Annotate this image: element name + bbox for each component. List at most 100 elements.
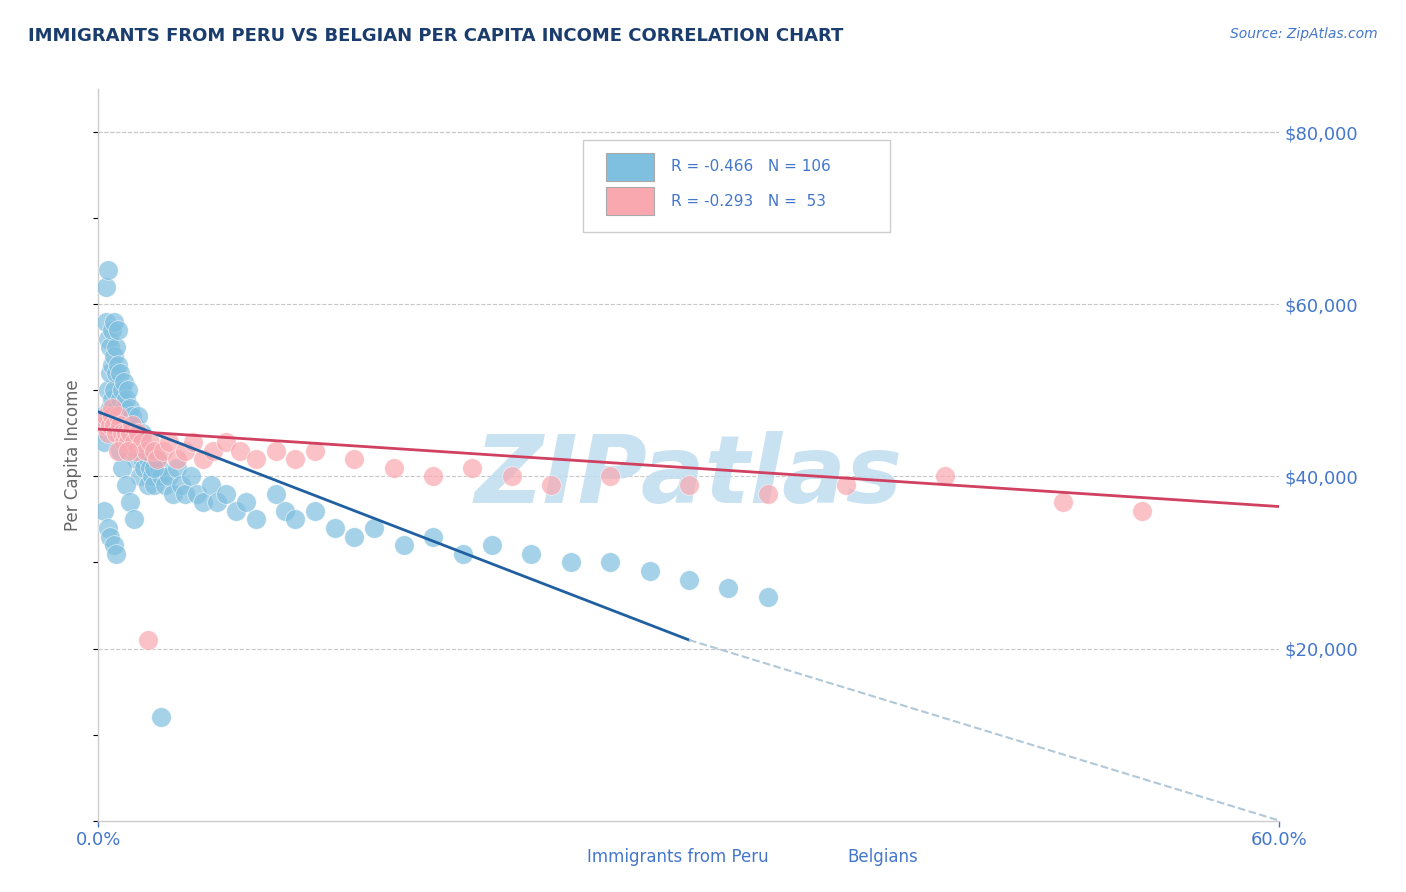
Point [111, 384, 134, 398]
Point [107, 409, 129, 424]
Point [122, 417, 145, 432]
Text: Belgians: Belgians [848, 848, 918, 866]
Point [363, 521, 385, 535]
Point [136, 632, 159, 647]
Point [560, 556, 582, 570]
Point [382, 460, 405, 475]
Point [155, 478, 177, 492]
Point [108, 443, 131, 458]
Point [97, 521, 120, 535]
Point [117, 443, 139, 458]
Point [215, 435, 238, 450]
Text: R = -0.466   N = 106: R = -0.466 N = 106 [671, 160, 831, 174]
Point [103, 417, 125, 432]
Point [146, 452, 169, 467]
Point [107, 323, 129, 337]
Point [96, 409, 118, 424]
Point [121, 443, 143, 458]
Point [200, 478, 222, 492]
Point [157, 435, 180, 450]
Point [98, 366, 121, 380]
Point [107, 417, 129, 432]
Point [103, 384, 125, 398]
Point [678, 573, 700, 587]
Point [105, 547, 128, 561]
Point [174, 486, 197, 500]
Point [118, 495, 141, 509]
Point [108, 366, 131, 380]
Point [481, 538, 503, 552]
Point [141, 469, 163, 483]
Point [131, 452, 153, 467]
Point [461, 460, 484, 475]
Point [108, 426, 131, 441]
Point [135, 443, 157, 458]
Point [111, 460, 134, 475]
Point [111, 417, 134, 432]
Point [191, 495, 214, 509]
Point [96, 314, 118, 328]
Point [638, 564, 661, 578]
Point [215, 486, 238, 500]
Point [112, 401, 135, 415]
Point [756, 590, 779, 604]
Point [274, 504, 297, 518]
Text: IMMIGRANTS FROM PERU VS BELGIAN PER CAPITA INCOME CORRELATION CHART: IMMIGRANTS FROM PERU VS BELGIAN PER CAPI… [28, 27, 844, 45]
Point [229, 443, 252, 458]
Point [122, 443, 145, 458]
Point [101, 358, 124, 372]
Point [520, 547, 543, 561]
Point [101, 401, 124, 415]
Point [127, 435, 149, 450]
Point [118, 426, 141, 441]
Point [343, 530, 366, 544]
Point [115, 478, 138, 492]
Point [235, 495, 257, 509]
Text: Immigrants from Peru: Immigrants from Peru [588, 848, 769, 866]
Point [117, 409, 139, 424]
Point [131, 426, 153, 441]
Point [835, 478, 858, 492]
Point [132, 460, 155, 475]
Point [98, 417, 121, 432]
Point [142, 478, 165, 492]
Point [284, 452, 307, 467]
FancyBboxPatch shape [606, 153, 654, 180]
Point [105, 340, 128, 354]
Point [118, 401, 141, 415]
Point [112, 375, 135, 389]
Point [112, 435, 135, 450]
Point [146, 452, 169, 467]
Point [264, 486, 287, 500]
Y-axis label: Per Capita Income: Per Capita Income [65, 379, 83, 531]
Point [125, 452, 148, 467]
Point [97, 426, 120, 441]
Point [98, 530, 121, 544]
Point [128, 443, 150, 458]
Point [91, 409, 114, 424]
Point [264, 443, 287, 458]
Point [135, 443, 157, 458]
Point [717, 582, 740, 596]
Point [150, 710, 173, 724]
Point [1052, 495, 1074, 509]
Point [180, 469, 202, 483]
Point [304, 504, 326, 518]
Point [422, 530, 444, 544]
Point [166, 460, 188, 475]
Point [451, 547, 474, 561]
FancyBboxPatch shape [606, 187, 654, 215]
Point [756, 486, 779, 500]
Point [105, 366, 128, 380]
Point [97, 384, 120, 398]
Point [118, 435, 141, 450]
Point [162, 486, 184, 500]
Point [150, 469, 173, 483]
Point [201, 443, 224, 458]
Point [128, 469, 150, 483]
Text: ZIPatlas: ZIPatlas [475, 431, 903, 523]
Point [98, 340, 121, 354]
Point [136, 452, 159, 467]
Point [105, 426, 128, 441]
Point [125, 443, 148, 458]
